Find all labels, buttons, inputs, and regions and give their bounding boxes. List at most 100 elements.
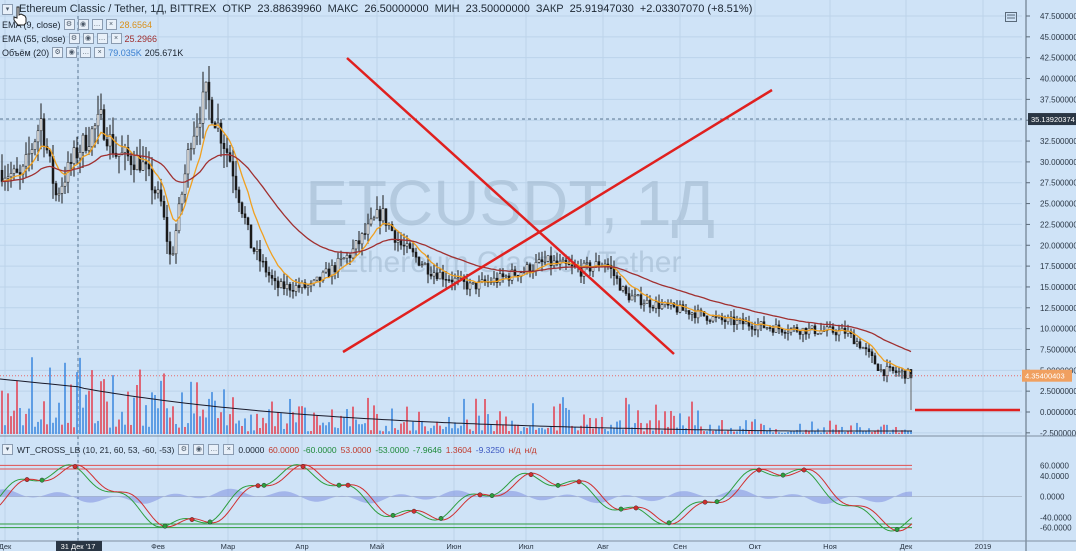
- volume-legend: Объём (20) ⚙ ◉ … × 79.035K 205.671K: [2, 47, 183, 58]
- candle-body: [711, 316, 715, 322]
- volume-bar: [832, 429, 834, 434]
- eye-icon[interactable]: ◉: [82, 33, 94, 44]
- volume-bar: [637, 410, 639, 434]
- volume-bar: [31, 357, 33, 434]
- volume-bar: [298, 406, 300, 434]
- more-icon[interactable]: …: [96, 33, 108, 44]
- settings-gear-icon[interactable]: ⚙: [178, 444, 190, 455]
- eye-icon[interactable]: ◉: [193, 444, 205, 455]
- candle-body: [783, 332, 787, 334]
- volume-bar: [898, 432, 900, 434]
- candle-body: [684, 310, 688, 312]
- volume-bar: [151, 392, 153, 434]
- volume-bar: [496, 420, 498, 434]
- indicator-value-1: 0.0000: [238, 444, 265, 455]
- candle-body: [357, 240, 361, 245]
- volume-bar: [64, 362, 66, 434]
- volume-bar: [733, 431, 735, 434]
- candle-body: [642, 303, 646, 306]
- volume-bar: [343, 417, 345, 434]
- candle-body: [384, 208, 388, 226]
- volume-bar: [121, 411, 123, 434]
- candle-body: [657, 301, 661, 309]
- candle-body: [264, 261, 268, 273]
- volume-bar: [781, 432, 783, 434]
- eye-icon[interactable]: ◉: [66, 47, 78, 58]
- more-icon[interactable]: …: [80, 47, 92, 58]
- candle-body: [432, 272, 436, 277]
- indicator-cross-dot: [300, 464, 306, 469]
- close-icon[interactable]: ×: [94, 47, 106, 58]
- candle-body: [645, 299, 649, 304]
- candle-body: [297, 285, 301, 288]
- candle-body: [96, 114, 100, 127]
- candle-body: [381, 208, 385, 222]
- volume-bar: [697, 410, 699, 434]
- eye-icon[interactable]: ◉: [77, 19, 89, 30]
- candle-body: [852, 333, 856, 345]
- volume-value-2: 205.671K: [144, 47, 184, 58]
- candle-body: [768, 327, 772, 329]
- indicator-value-9: н/д: [508, 444, 521, 455]
- candle-body: [294, 285, 298, 292]
- volume-bar: [373, 405, 375, 434]
- candle-body: [330, 265, 334, 278]
- candle-body: [198, 123, 202, 128]
- candle-body: [615, 275, 619, 279]
- chart-settings-icon[interactable]: [1005, 12, 1017, 22]
- candle-body: [420, 264, 424, 266]
- volume-bar: [760, 423, 762, 434]
- volume-bar: [400, 423, 402, 434]
- candle-body: [537, 259, 541, 263]
- x-tick-label: Дек: [0, 542, 12, 551]
- settings-gear-icon[interactable]: ⚙: [52, 47, 64, 58]
- ema1-label: EMA (9, close): [2, 19, 61, 30]
- candle-body: [789, 328, 793, 333]
- collapse-icon[interactable]: ▾: [2, 3, 13, 15]
- volume-bars: [0, 357, 912, 434]
- last-price-label: 4.35400403: [1025, 372, 1065, 381]
- settings-gear-icon[interactable]: ⚙: [63, 19, 75, 30]
- candle-body: [60, 185, 64, 194]
- indicator-cross-dot: [477, 492, 483, 498]
- volume-bar: [835, 424, 837, 434]
- volume-bar: [811, 421, 813, 434]
- candle-body: [99, 109, 103, 115]
- ema2-legend: EMA (55, close) ⚙ ◉ … × 25.2966: [2, 33, 157, 44]
- more-icon[interactable]: …: [91, 19, 103, 30]
- volume-bar: [49, 367, 51, 434]
- more-icon[interactable]: …: [208, 444, 220, 455]
- candle-body: [798, 331, 802, 335]
- volume-bar: [676, 427, 678, 434]
- volume-bar: [802, 432, 804, 434]
- close-icon[interactable]: ×: [105, 19, 117, 30]
- volume-bar: [556, 430, 558, 434]
- volume-bar: [292, 412, 294, 434]
- volume-bar: [391, 408, 393, 434]
- indicator-cross-dot: [555, 482, 561, 488]
- volume-bar: [850, 425, 852, 434]
- volume-bar: [628, 404, 630, 434]
- candle-body: [510, 269, 514, 281]
- volume-bar: [643, 431, 645, 434]
- candle-body: [249, 224, 253, 249]
- collapse-icon[interactable]: ▾: [2, 444, 13, 455]
- volume-bar: [856, 422, 858, 434]
- candle-body: [369, 218, 373, 225]
- volume-bar: [28, 408, 30, 434]
- volume-bar: [1, 390, 3, 434]
- settings-gear-icon[interactable]: ⚙: [68, 33, 80, 44]
- volume-bar: [649, 420, 651, 434]
- volume-bar: [190, 381, 192, 434]
- candle-body: [276, 280, 280, 288]
- volume-bar: [7, 393, 9, 434]
- y-tick-label: 12.50000000: [1040, 304, 1076, 313]
- candle-body: [540, 259, 544, 263]
- candle-body: [756, 324, 760, 331]
- close-icon[interactable]: ×: [223, 444, 235, 455]
- close-icon[interactable]: ×: [110, 33, 122, 44]
- candle-body: [447, 279, 451, 281]
- x-tick-label: Окт: [749, 542, 762, 551]
- candle-body: [147, 163, 151, 170]
